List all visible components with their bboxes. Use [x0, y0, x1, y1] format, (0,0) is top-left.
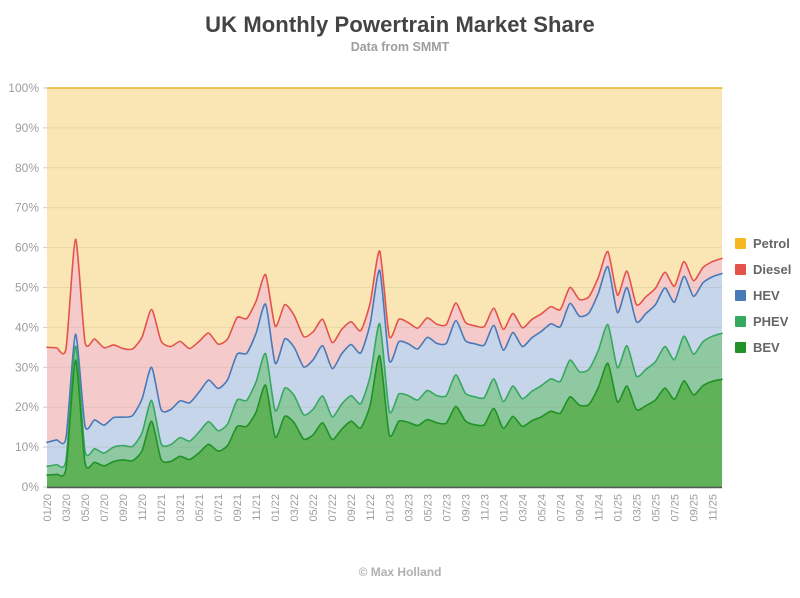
svg-text:100%: 100%: [8, 81, 39, 95]
svg-text:0%: 0%: [22, 480, 40, 494]
svg-text:05/20: 05/20: [80, 494, 92, 522]
legend-swatch-icon: [735, 238, 746, 249]
svg-text:03/23: 03/23: [403, 494, 415, 522]
legend-swatch-icon: [735, 342, 746, 353]
svg-text:09/25: 09/25: [688, 494, 700, 522]
chart-title: UK Monthly Powertrain Market Share: [205, 12, 595, 37]
svg-text:11/24: 11/24: [593, 494, 605, 521]
svg-text:09/24: 09/24: [574, 494, 586, 522]
svg-text:05/24: 05/24: [536, 494, 548, 522]
svg-text:09/22: 09/22: [346, 494, 358, 522]
svg-text:03/22: 03/22: [289, 494, 301, 522]
svg-text:20%: 20%: [15, 400, 39, 414]
legend-item-label: PHEV: [753, 314, 789, 329]
svg-text:01/25: 01/25: [612, 494, 624, 522]
legend-item-phev[interactable]: PHEV: [735, 314, 788, 329]
svg-text:05/21: 05/21: [194, 494, 206, 522]
svg-text:01/24: 01/24: [498, 494, 510, 522]
svg-text:07/25: 07/25: [669, 494, 681, 522]
legend-swatch-icon: [735, 264, 746, 275]
svg-text:01/21: 01/21: [156, 494, 168, 522]
svg-text:07/24: 07/24: [555, 494, 567, 522]
svg-text:80%: 80%: [15, 161, 39, 175]
svg-text:05/23: 05/23: [422, 494, 434, 522]
area-series-bev: [46, 354, 723, 487]
svg-text:70%: 70%: [15, 201, 39, 215]
legend-swatch-icon: [735, 316, 746, 327]
legend-item-label: HEV: [753, 288, 780, 303]
svg-text:11/20: 11/20: [137, 494, 149, 521]
legend-item-label: Diesel: [753, 262, 792, 277]
svg-text:09/21: 09/21: [232, 494, 244, 522]
svg-text:90%: 90%: [15, 121, 39, 135]
y-axis-ticks: 0% 10% 20% 30% 40% 50% 60% 70% 80% 90% 100%: [8, 81, 47, 494]
svg-text:11/23: 11/23: [479, 494, 491, 521]
svg-text:07/22: 07/22: [327, 494, 339, 522]
svg-text:03/25: 03/25: [631, 494, 643, 522]
svg-text:30%: 30%: [15, 360, 39, 374]
svg-text:05/25: 05/25: [650, 494, 662, 522]
svg-text:09/20: 09/20: [118, 494, 130, 522]
chart-credit: © Max Holland: [358, 565, 442, 579]
legend-swatch-icon: [735, 290, 746, 301]
svg-text:05/22: 05/22: [308, 494, 320, 522]
svg-text:50%: 50%: [15, 281, 39, 295]
svg-text:01/22: 01/22: [270, 494, 282, 522]
svg-text:07/21: 07/21: [213, 494, 225, 522]
svg-text:03/24: 03/24: [517, 494, 529, 522]
svg-text:11/22: 11/22: [365, 494, 377, 521]
svg-text:07/20: 07/20: [99, 494, 111, 522]
legend-item-diesel[interactable]: Diesel: [735, 262, 791, 277]
legend-item-label: Petrol: [753, 236, 790, 251]
legend-item-label: BEV: [753, 340, 780, 355]
svg-text:03/20: 03/20: [61, 494, 73, 522]
legend-item-bev[interactable]: BEV: [735, 340, 780, 355]
chart-subtitle: Data from SMMT: [350, 40, 450, 54]
svg-text:11/25: 11/25: [707, 494, 719, 521]
legend-item-hev[interactable]: HEV: [735, 288, 780, 303]
svg-text:11/21: 11/21: [251, 494, 263, 521]
svg-text:09/23: 09/23: [460, 494, 472, 522]
x-axis-ticks: 01/20 03/20 05/20 07/20 09/20 11/20 01/21 03/21…: [42, 494, 719, 522]
svg-text:07/23: 07/23: [441, 494, 453, 522]
svg-text:01/23: 01/23: [384, 494, 396, 522]
svg-text:03/21: 03/21: [175, 494, 187, 522]
svg-text:01/20: 01/20: [42, 494, 54, 522]
svg-text:10%: 10%: [15, 440, 39, 454]
svg-text:60%: 60%: [15, 241, 39, 255]
legend-item-petrol[interactable]: Petrol: [735, 236, 790, 251]
svg-text:40%: 40%: [15, 320, 39, 334]
